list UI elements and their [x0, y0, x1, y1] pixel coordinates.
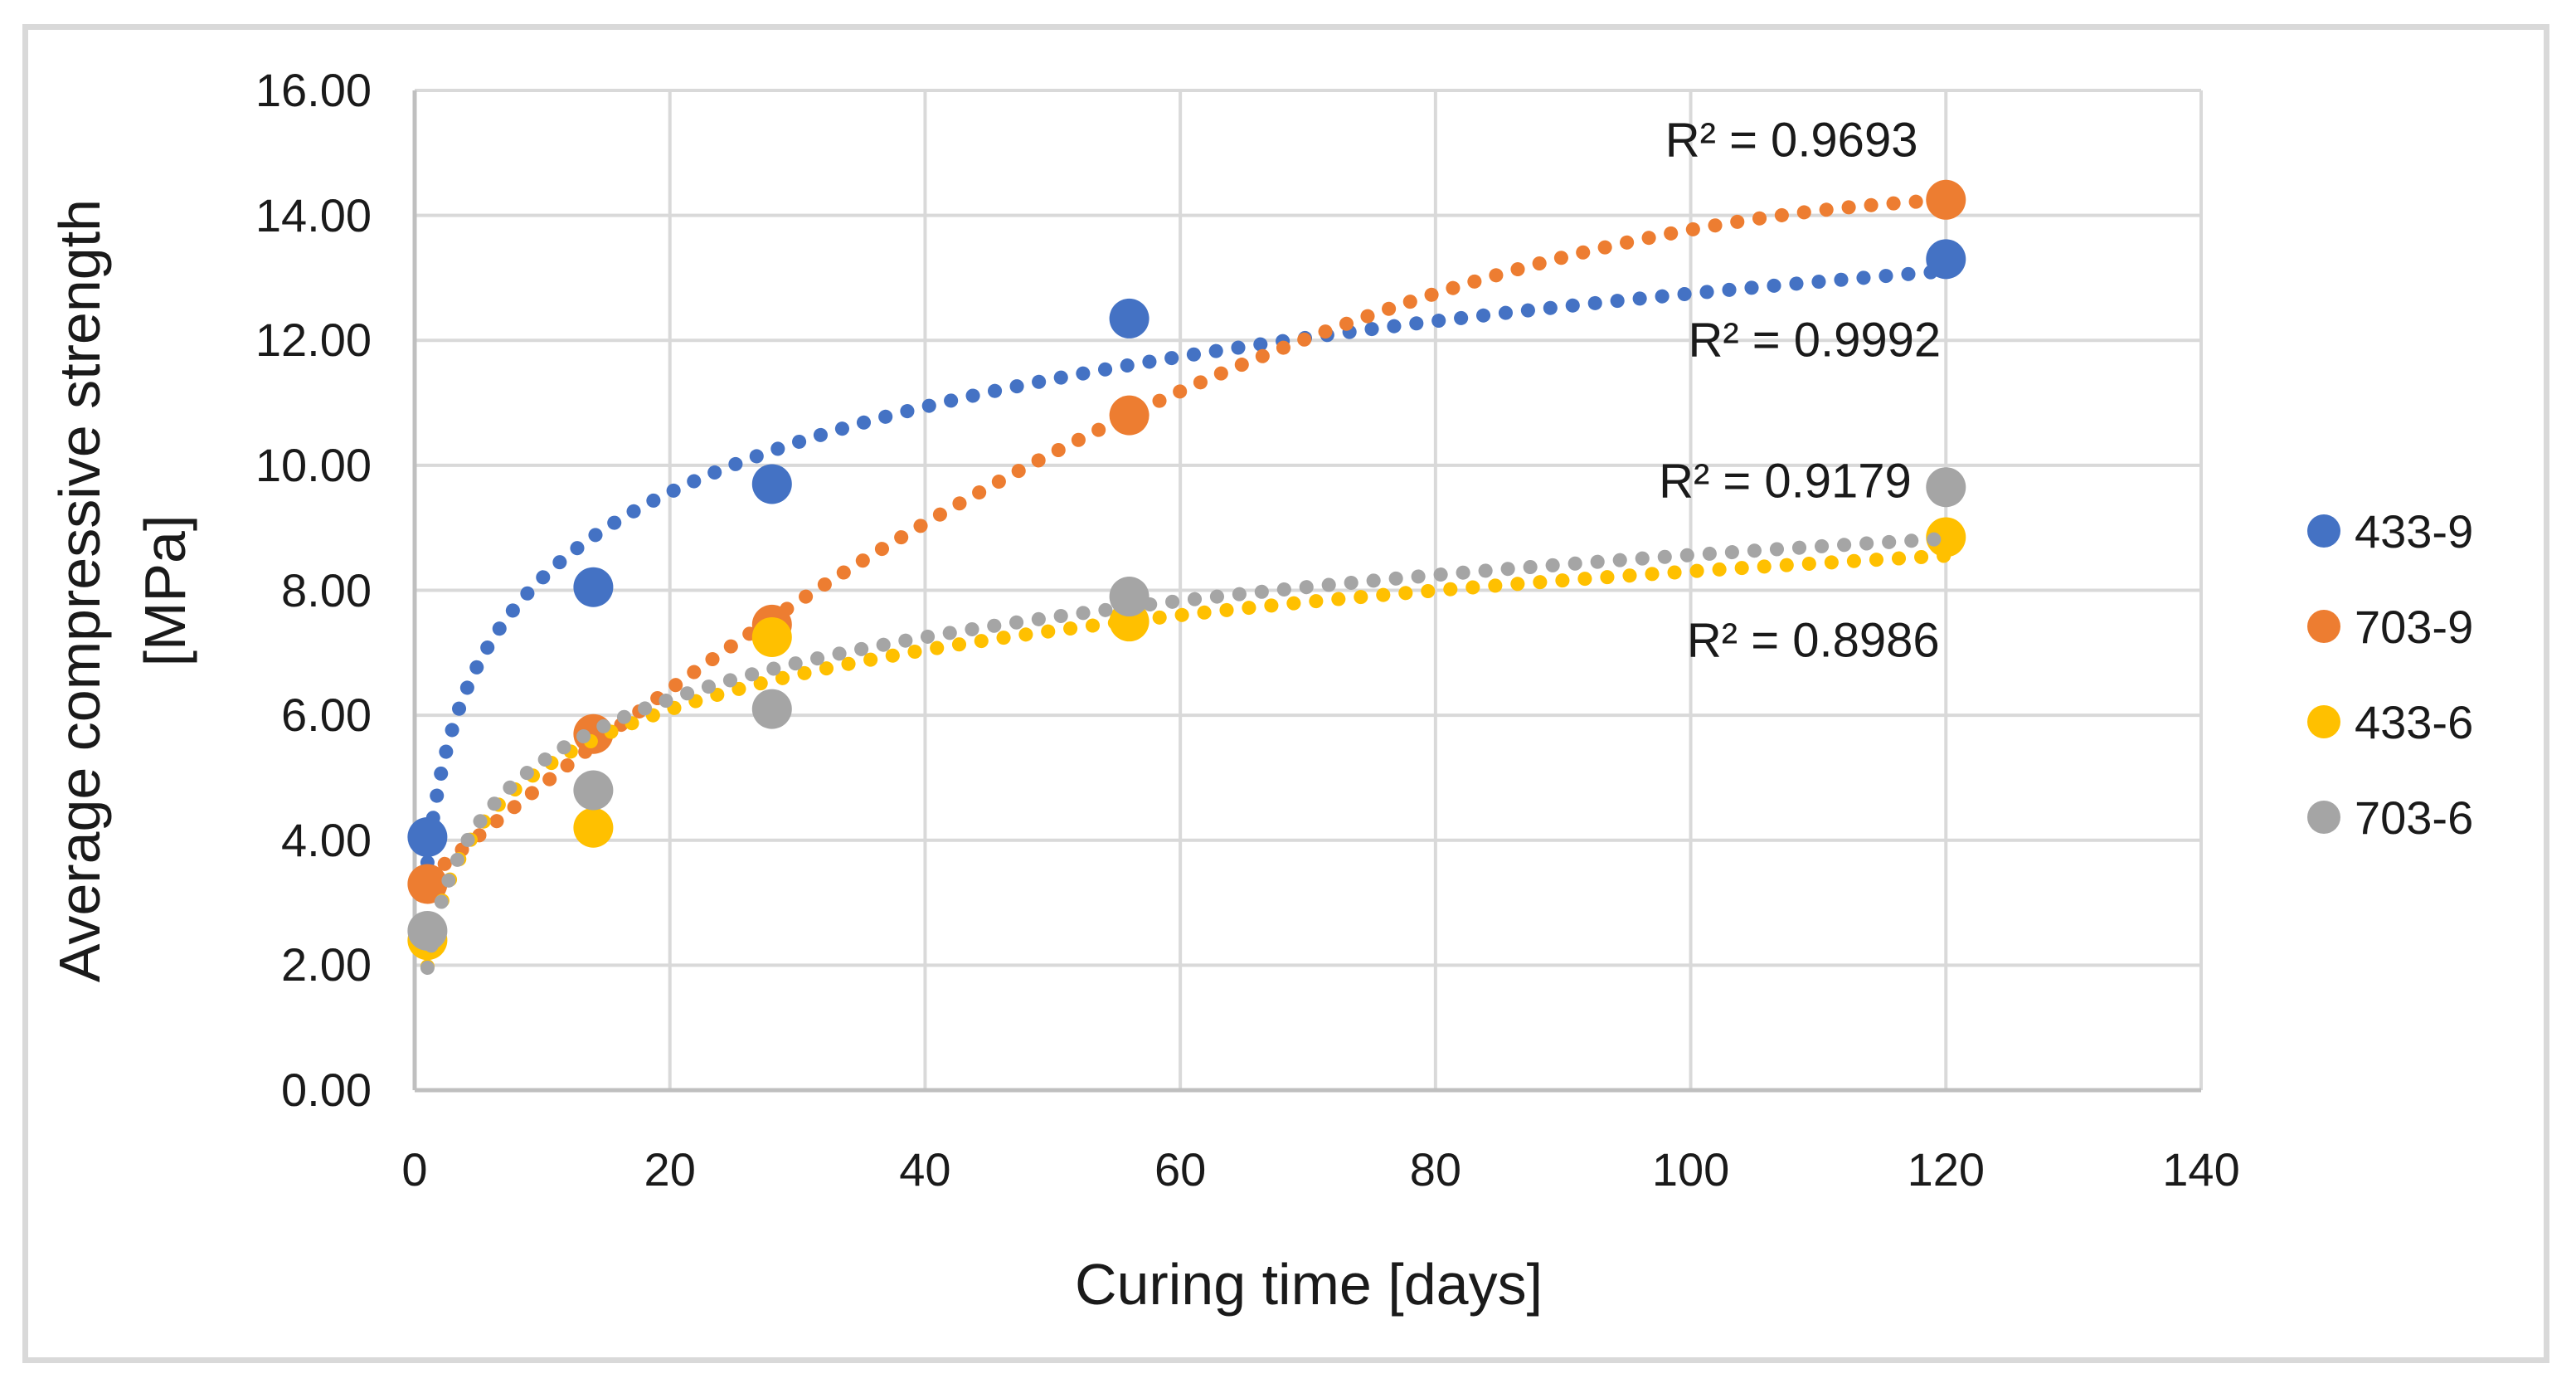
x-tick-label: 140	[2162, 1143, 2240, 1196]
trendline-433-6	[420, 548, 1953, 974]
x-tick-label: 0	[401, 1143, 428, 1196]
trendline-703-6	[420, 531, 1953, 975]
legend-item-433-9: 433-9	[2307, 504, 2473, 558]
y-tick-label: 12.00	[255, 314, 372, 367]
data-point-703-9	[1926, 179, 1966, 220]
y-tick-label: 8.00	[281, 563, 372, 616]
data-point-433-9	[573, 567, 614, 607]
x-tick-label: 100	[1651, 1143, 1730, 1196]
y-axis-title-line-1: Average compressive strength	[47, 198, 112, 983]
legend-marker-icon	[2307, 705, 2340, 738]
data-point-433-6	[751, 616, 792, 657]
data-point-703-6	[573, 770, 614, 811]
x-tick-label: 120	[1907, 1143, 1985, 1196]
y-tick-label: 0.00	[281, 1064, 372, 1116]
legend-marker-icon	[2307, 610, 2340, 643]
data-point-703-6	[407, 910, 448, 951]
legend-item-433-6: 433-6	[2307, 695, 2473, 748]
x-axis-title: Curing time [days]	[1074, 1252, 1543, 1317]
legend-item-label: 703-9	[2355, 600, 2474, 653]
legend-marker-icon	[2307, 801, 2340, 834]
data-point-433-9	[407, 816, 448, 857]
y-tick-label: 10.00	[255, 438, 372, 491]
x-tick-label: 40	[899, 1143, 951, 1196]
y-axis-title: Average compressive strength [MPa]	[37, 199, 208, 982]
legend-item-label: 433-9	[2355, 504, 2474, 558]
x-tick-label: 20	[644, 1143, 696, 1196]
legend-item-label: 433-6	[2355, 695, 2474, 748]
data-point-433-9	[1926, 239, 1966, 280]
data-point-433-6	[573, 807, 614, 848]
r-squared-annotation: R² = 0.8986	[1686, 613, 1940, 668]
y-tick-label: 16.00	[255, 64, 372, 116]
data-point-703-6	[1926, 467, 1966, 508]
r-squared-annotation: R² = 0.9693	[1665, 113, 1918, 168]
data-point-703-6	[751, 689, 792, 729]
figure-border	[22, 24, 2549, 1363]
x-tick-label: 60	[1154, 1143, 1207, 1196]
x-tick-label: 80	[1409, 1143, 1461, 1196]
legend-item-703-9: 703-9	[2307, 600, 2473, 653]
data-point-703-9	[1109, 395, 1149, 436]
data-point-703-6	[1109, 577, 1149, 617]
y-tick-label: 14.00	[255, 188, 372, 241]
data-point-433-6	[1926, 517, 1966, 558]
legend-marker-icon	[2307, 514, 2340, 548]
r-squared-annotation: R² = 0.9179	[1659, 454, 1912, 509]
trendline-703-9	[420, 192, 1953, 886]
data-point-703-9	[407, 864, 448, 904]
y-tick-label: 2.00	[281, 938, 372, 991]
legend-item-label: 703-6	[2355, 791, 2474, 844]
y-tick-label: 4.00	[281, 813, 372, 866]
legend-item-703-6: 703-6	[2307, 791, 2473, 844]
r-squared-annotation: R² = 0.9992	[1688, 313, 1942, 368]
data-point-433-9	[751, 464, 792, 504]
y-tick-label: 6.00	[281, 689, 372, 742]
data-point-433-9	[1109, 298, 1149, 338]
y-axis-title-line-2: [MPa]	[133, 514, 197, 667]
